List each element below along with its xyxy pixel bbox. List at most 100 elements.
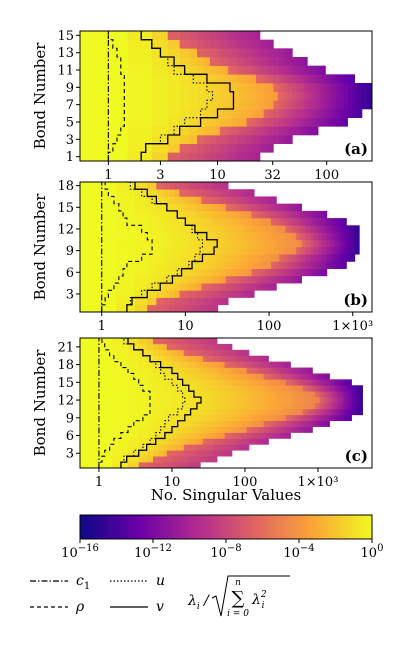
heat-cell [170,414,174,422]
heat-cell [200,367,204,374]
heat-cell [147,247,157,255]
x-tick-label: 1 [95,475,103,490]
heat-cell [244,379,247,386]
heat-cell [322,414,326,422]
heat-cell [335,247,339,255]
heat-cell [354,109,359,118]
heat-cell [278,414,282,422]
heat-cell [156,225,164,233]
heat-cell [170,338,174,339]
heat-cell [205,254,209,262]
heat-cell [153,414,159,422]
heat-cell [244,438,247,445]
heat-cell [209,143,216,153]
heat-cell [261,426,264,433]
heat-cell [187,408,190,416]
heat-cell [146,438,154,445]
heat-cell [191,385,196,392]
heat-cell [246,39,252,49]
heat-cell [183,349,187,357]
heat-cell [307,391,311,398]
heat-cell [166,367,171,374]
heat-cell [80,343,113,351]
heat-cell [293,247,297,255]
heat-cell [282,232,286,241]
heat-cell [229,367,233,374]
heat-cell [322,408,326,416]
heat-cell [238,109,242,118]
heat-cell [111,420,129,427]
heat-cell [238,74,242,84]
heat-cell [270,275,274,284]
heat-cell [231,189,235,197]
heat-cell [187,182,191,190]
heat-cell [292,100,297,110]
heat-cell [166,349,171,357]
heat-cell [332,218,336,226]
heat-cell [239,232,244,241]
heat-cell [310,426,313,433]
heat-cell [263,403,267,410]
heat-cell [239,373,243,380]
heat-cell [209,426,213,433]
heat-cell [259,196,263,204]
heat-cell [336,403,340,410]
heat-cell [319,420,323,427]
heat-cell [281,65,286,75]
heat-cell [318,210,322,219]
heat-cell [248,283,252,291]
heat-cell [217,232,222,241]
heat-cell [246,117,252,127]
heat-cell [293,275,297,284]
heat-cell [205,349,208,357]
heat-cell [185,426,189,433]
heat-cell [185,361,189,368]
heat-cell [220,225,224,233]
heat-cell [248,225,252,233]
heat-cell [244,74,247,84]
heat-cell [261,408,264,416]
heat-cell [314,83,319,92]
heat-cell [245,196,249,204]
heat-cell [170,444,174,451]
heat-cell [297,420,301,427]
heat-cell [251,275,255,284]
heat-cell [212,414,215,422]
heat-cell [183,338,187,345]
heat-cell [229,438,233,445]
heat-cell [209,343,213,351]
heat-cell [273,379,277,386]
heat-cell [265,247,269,255]
heat-cell [111,450,129,457]
heat-cell [135,297,148,306]
heat-cell [244,426,247,433]
heat-cell [158,355,164,362]
heat-cell [310,261,314,269]
heat-cell [245,203,249,212]
heat-cell [224,391,228,398]
heat-cell [354,385,357,392]
heat-cell [281,117,286,127]
heat-cell [189,152,198,161]
heat-cell [343,109,348,118]
heat-cell [244,414,247,422]
heat-cell [80,239,117,248]
heat-cell [228,268,232,277]
heat-cell [190,283,194,291]
heat-cell [351,74,355,84]
heat-cell [205,290,209,298]
heat-cell [223,261,227,269]
heat-cell [314,391,318,398]
heat-cell [224,450,228,457]
heat-cell [307,373,311,380]
heat-cell [332,414,335,422]
heat-cell [296,247,300,255]
heat-cell [270,126,274,136]
heat-cell [349,225,353,233]
heat-cell [263,420,267,427]
heat-cell [183,432,187,439]
heat-cell [246,48,252,58]
heat-cell [187,438,190,445]
heat-cell [314,109,319,118]
